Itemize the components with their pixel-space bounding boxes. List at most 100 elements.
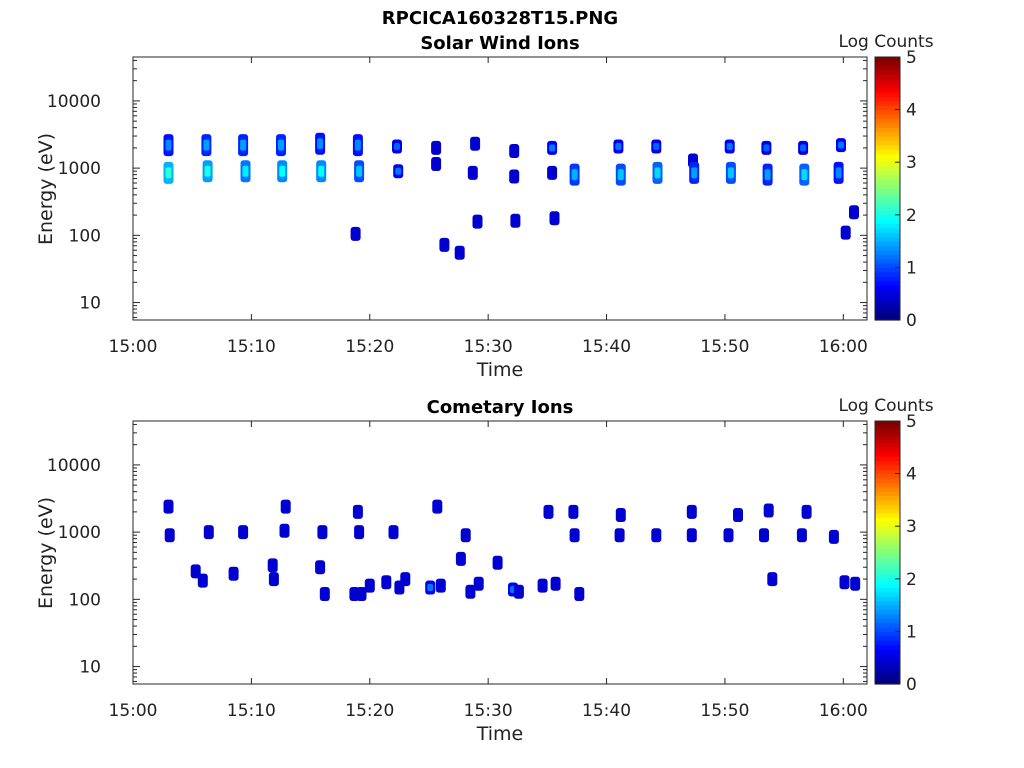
heatmap-cell — [472, 214, 483, 229]
colorbar-segment — [875, 276, 900, 282]
colorbar-segment — [875, 666, 900, 672]
colorbar-segment — [875, 306, 900, 312]
colorbar-segment — [875, 170, 900, 176]
colorbar-segment — [875, 105, 900, 111]
colorbar-segment — [875, 109, 900, 115]
heatmap-cell — [547, 165, 558, 180]
colorbar-segment — [875, 644, 900, 650]
figure-title: RPCICA160328T15.PNG — [382, 8, 618, 29]
colorbar-segment — [875, 447, 900, 453]
colorbar-segment — [875, 149, 900, 155]
colorbar-segment — [875, 157, 900, 163]
colorbar-segment — [875, 583, 900, 589]
colorbar-segment — [875, 122, 900, 128]
colorbar-segment — [875, 289, 900, 295]
colorbar-segment — [875, 179, 900, 185]
heatmap-cell-core — [571, 169, 578, 181]
colorbar-segment — [875, 140, 900, 146]
colorbar-tick-label: 2 — [906, 206, 917, 226]
heatmap-cell — [513, 584, 524, 599]
heatmap-cell — [454, 245, 465, 260]
x-tick-label: 15:10 — [227, 701, 276, 721]
colorbar-tick-label: 1 — [906, 258, 917, 278]
colorbar-segment — [875, 96, 900, 102]
y-tick-label: 100 — [69, 590, 101, 610]
colorbar-frame — [874, 420, 901, 685]
heatmap-cell — [849, 205, 859, 220]
colorbar-segment — [875, 214, 900, 220]
colorbar-segment — [875, 206, 900, 212]
colorbar-segment — [875, 517, 900, 523]
colorbar-segment — [875, 556, 900, 562]
heatmap-cell — [840, 225, 851, 240]
colorbar-segment — [875, 258, 900, 264]
heatmap-cell-core — [394, 143, 400, 150]
heatmap-cell-core — [240, 139, 247, 151]
y-tick-label: 1000 — [58, 523, 101, 543]
y-tick-label: 10 — [79, 658, 101, 678]
heatmap-cell — [279, 523, 290, 538]
colorbar-tick-label: 3 — [906, 517, 917, 537]
colorbar-segment — [875, 127, 900, 133]
colorbar-segment — [875, 284, 900, 290]
heatmap-cell — [388, 525, 399, 540]
heatmap-cell — [460, 528, 471, 543]
heatmap-cell-core — [691, 167, 698, 179]
colorbar-frame — [874, 56, 901, 321]
colorbar-segment — [875, 561, 900, 567]
heatmap-cell — [228, 566, 239, 581]
heatmap-cell — [190, 564, 201, 579]
heatmap-cell — [615, 508, 626, 522]
colorbar-tick-label: 4 — [906, 101, 917, 121]
colorbar-segment — [875, 543, 900, 549]
colorbar-tick-label: 2 — [906, 570, 917, 590]
colorbar-segment — [875, 83, 900, 89]
x-tick-label: 15:40 — [582, 701, 631, 721]
colorbar-segment — [875, 57, 900, 62]
heatmap-cell — [509, 169, 520, 184]
heatmap-cell — [455, 551, 466, 566]
x-tick-label: 15:50 — [700, 701, 749, 721]
y-axis-label: Energy (eV) — [35, 497, 57, 609]
x-tick-label: 15:20 — [345, 701, 394, 721]
heatmap-cell — [492, 555, 503, 570]
heatmap-cell — [238, 525, 249, 540]
panel-title: Cometary Ions — [427, 397, 574, 418]
x-tick-label: 15:50 — [700, 337, 749, 357]
heatmap-cell — [796, 528, 807, 543]
colorbar-segment — [875, 504, 900, 510]
colorbar-segment — [875, 613, 900, 619]
colorbar-segment — [875, 192, 900, 198]
heatmap-cell — [550, 576, 561, 591]
colorbar-segment — [875, 499, 900, 505]
colorbar-segment — [875, 539, 900, 545]
x-tick-label: 16:00 — [819, 337, 868, 357]
colorbar-segment — [875, 241, 900, 247]
heatmap-cell-core — [653, 143, 660, 150]
heatmap-cell-core — [800, 144, 807, 152]
colorbar-segment — [875, 236, 900, 242]
heatmap-cell-core — [763, 144, 770, 152]
heatmap-cell — [203, 525, 214, 540]
y-tick-label: 100 — [69, 226, 101, 246]
colorbar-segment — [875, 421, 900, 426]
heatmap-cell — [568, 504, 579, 519]
heatmap-cell — [839, 575, 850, 590]
heatmap-cell — [356, 587, 367, 601]
colorbar-segment — [875, 184, 900, 190]
colorbar-segment — [875, 263, 900, 268]
heatmap-cell-core — [317, 138, 324, 150]
heatmap-cell — [537, 578, 548, 593]
colorbar-segment — [875, 662, 900, 668]
colorbar-segment — [875, 302, 900, 308]
colorbar: 0 1 2 3 4 5 — [874, 412, 917, 695]
heatmap-cell-core — [727, 167, 734, 179]
heatmap-cell — [510, 213, 521, 228]
heatmap-cell-core — [356, 165, 363, 177]
colorbar-segment — [875, 65, 900, 71]
colorbar-segment — [875, 451, 900, 457]
colorbar-segment — [875, 600, 900, 606]
heatmap-cell — [267, 558, 278, 573]
colorbar-segment — [875, 640, 900, 646]
colorbar-segment — [875, 210, 900, 216]
